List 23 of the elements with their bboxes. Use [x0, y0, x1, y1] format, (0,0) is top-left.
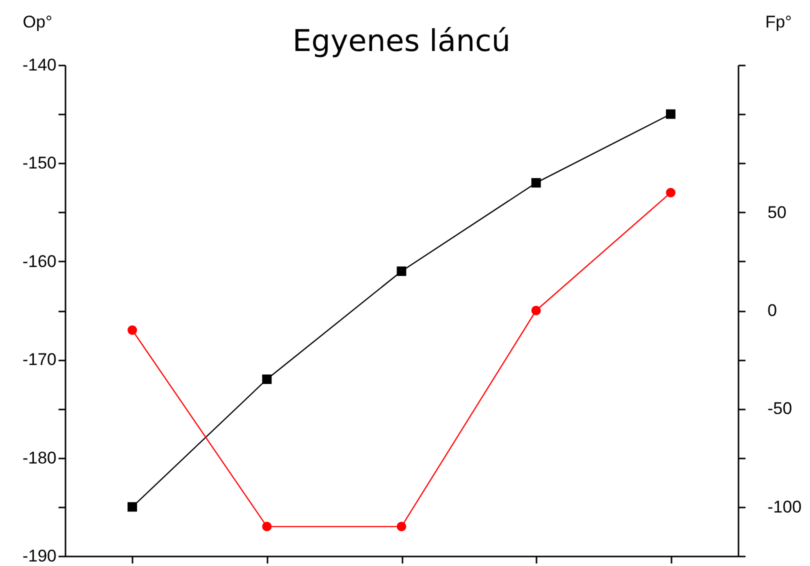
y2-axis-title: Fp°: [765, 12, 792, 32]
y-tick-label: -160: [22, 252, 56, 271]
y2-tick-label: 50: [768, 202, 786, 222]
y2-tick-label: -100: [768, 497, 802, 516]
y-tick-label: -170: [22, 350, 56, 370]
point: [396, 522, 406, 532]
y-axis-title: Op°: [22, 12, 52, 32]
point: [666, 109, 676, 119]
point: [396, 266, 406, 276]
point: [666, 188, 676, 198]
y-tick-label: -150: [22, 154, 56, 173]
point: [128, 502, 138, 512]
point: [531, 306, 541, 316]
point: [262, 522, 272, 532]
y2-tick-label: 0: [768, 301, 777, 320]
y-tick-label: -180: [22, 448, 56, 468]
point: [262, 374, 272, 384]
y-tick-label: -190: [22, 546, 56, 566]
y2-tick-label: -50: [768, 399, 792, 418]
y-tick-label: -140: [22, 56, 56, 74]
point: [531, 178, 541, 188]
chart-title: Egyenes láncú: [292, 24, 511, 59]
point: [128, 325, 138, 335]
